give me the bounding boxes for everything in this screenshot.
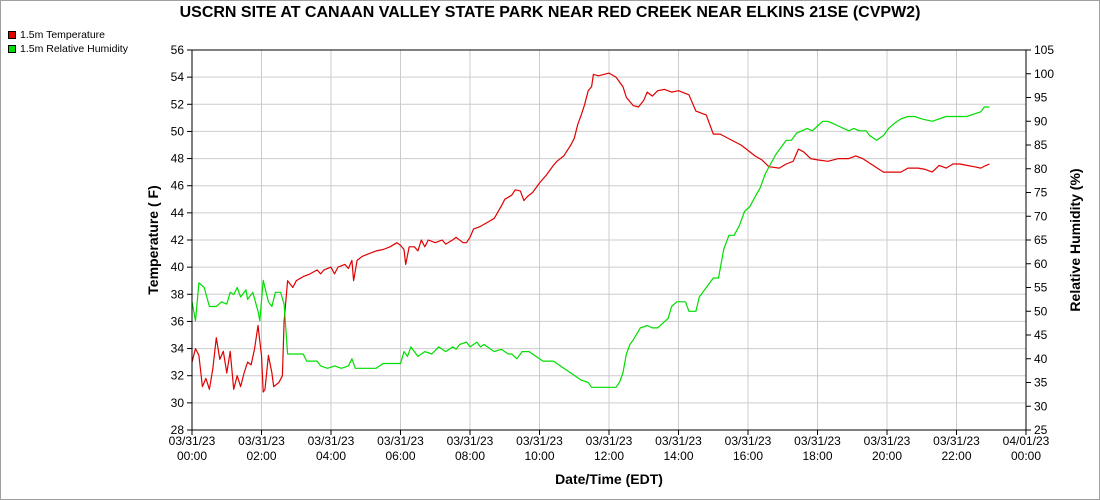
y-left-tick-label: 44 (171, 206, 185, 220)
x-tick-label-time: 18:00 (802, 449, 832, 463)
y-left-tick-label: 34 (171, 342, 185, 356)
x-tick-label-date: 03/31/23 (725, 434, 772, 448)
y-right-tick-label: 55 (1034, 281, 1048, 295)
x-tick-label-time: 14:00 (663, 449, 693, 463)
y-left-tick-label: 46 (171, 179, 185, 193)
y-right-tick-label: 70 (1034, 209, 1048, 223)
y-left-tick-label: 30 (171, 396, 185, 410)
x-tick-label-date: 03/31/23 (377, 434, 424, 448)
x-tick-label-time: 00:00 (177, 449, 207, 463)
x-tick-label-date: 03/31/23 (933, 434, 980, 448)
x-tick-label-date: 03/31/23 (516, 434, 563, 448)
legend-label-humidity: 1.5m Relative Humidity (20, 43, 128, 55)
y-left-tick-label: 48 (171, 152, 185, 166)
plot-area (191, 49, 1027, 431)
y-left-tick-label: 56 (171, 43, 185, 57)
x-tick-label-date: 03/31/23 (864, 434, 911, 448)
legend-swatch-temperature (8, 31, 16, 39)
y-right-tick-label: 80 (1034, 162, 1048, 176)
chart-title: USCRN SITE AT CANAAN VALLEY STATE PARK N… (179, 4, 921, 21)
y-right-tick-label: 85 (1034, 138, 1048, 152)
x-axis-title: Date/Time (EDT) (555, 471, 663, 487)
series-line-temperature (191, 72, 990, 393)
y-right-tick-label: 100 (1034, 67, 1054, 81)
x-tick-label-date: 03/31/23 (447, 434, 494, 448)
y-right-tick-label: 45 (1034, 328, 1048, 342)
x-tick-label-date: 03/31/23 (655, 434, 702, 448)
x-tick-label-time: 02:00 (246, 449, 276, 463)
y-left-tick-label: 54 (171, 70, 185, 84)
grid (191, 49, 1027, 431)
y-right-tick-label: 35 (1034, 376, 1048, 390)
y-left-tick-label: 36 (171, 314, 185, 328)
x-tick-label-time: 00:00 (1011, 449, 1041, 463)
series-group (191, 72, 990, 393)
legend-label-temperature: 1.5m Temperature (20, 29, 106, 41)
x-tick-label-time: 10:00 (524, 449, 554, 463)
y-right-tick-label: 50 (1034, 304, 1048, 318)
x-tick-label-time: 06:00 (385, 449, 415, 463)
legend: 1.5m Temperature 1.5m Relative Humidity (8, 28, 128, 56)
y-axis-title-right: Relative Humidity (%) (1067, 168, 1083, 311)
y-axis-title-left: Temperature ( F) (145, 185, 161, 294)
y-left-tick-label: 52 (171, 97, 185, 111)
axis-ticks: 03/31/2300:0003/31/2302:0003/31/2304:000… (169, 43, 1055, 463)
y-right-tick-label: 25 (1034, 423, 1048, 437)
y-left-tick-label: 32 (171, 369, 185, 383)
y-left-tick-label: 28 (171, 423, 185, 437)
y-right-tick-label: 30 (1034, 399, 1048, 413)
x-tick-label-time: 08:00 (455, 449, 485, 463)
y-right-tick-label: 105 (1034, 43, 1054, 57)
y-left-tick-label: 50 (171, 124, 185, 138)
y-left-tick-label: 42 (171, 233, 185, 247)
x-tick-label-date: 03/31/23 (308, 434, 355, 448)
x-tick-label-time: 12:00 (594, 449, 624, 463)
x-tick-label-time: 22:00 (941, 449, 971, 463)
x-tick-label-time: 16:00 (733, 449, 763, 463)
y-right-tick-label: 90 (1034, 114, 1048, 128)
legend-swatch-humidity (8, 45, 16, 53)
x-tick-label-date: 03/31/23 (169, 434, 216, 448)
y-left-tick-label: 38 (171, 287, 185, 301)
y-left-tick-label: 40 (171, 260, 185, 274)
y-right-tick-label: 60 (1034, 257, 1048, 271)
legend-item-humidity: 1.5m Relative Humidity (8, 42, 128, 56)
y-right-tick-label: 65 (1034, 233, 1048, 247)
y-right-tick-label: 95 (1034, 91, 1048, 105)
y-right-tick-label: 40 (1034, 352, 1048, 366)
x-tick-label-time: 20:00 (872, 449, 902, 463)
legend-item-temperature: 1.5m Temperature (8, 28, 128, 42)
x-tick-label-date: 03/31/23 (238, 434, 285, 448)
x-tick-label-date: 04/01/23 (1003, 434, 1050, 448)
series-line-humidity (191, 106, 990, 388)
x-tick-label-date: 03/31/23 (794, 434, 841, 448)
x-tick-label-time: 04:00 (316, 449, 346, 463)
x-tick-label-date: 03/31/23 (586, 434, 633, 448)
y-right-tick-label: 75 (1034, 186, 1048, 200)
